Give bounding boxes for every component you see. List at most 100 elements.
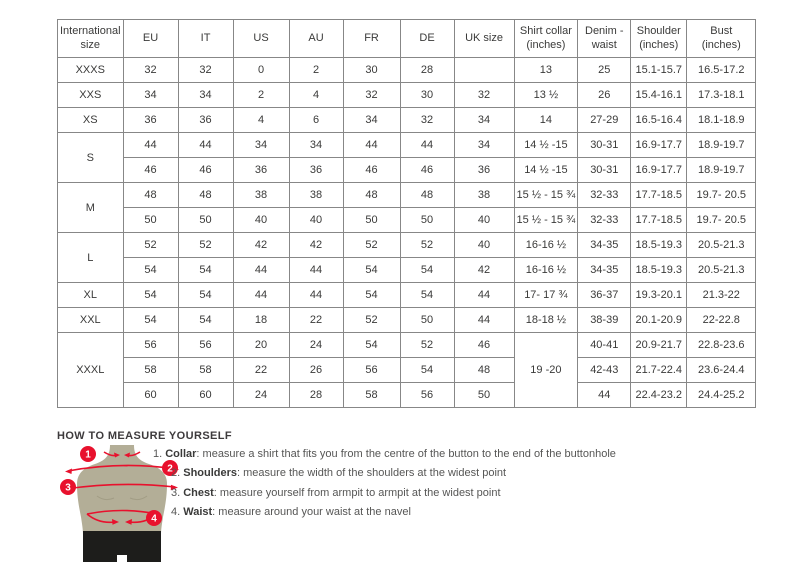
table-row: 60 60 24 28 58 56 50 44 22.4-23.2 24.4-25.2 — [58, 382, 757, 408]
column-header: Denim - waist — [577, 19, 632, 58]
size-value-cell: 52 — [177, 232, 234, 258]
size-value-cell: 0 — [232, 57, 290, 83]
collar-measure-arrowheads — [114, 452, 130, 458]
size-value-cell: 54 — [342, 282, 401, 308]
size-value-cell: 60 — [122, 382, 179, 408]
size-value-cell: 44 — [453, 282, 515, 308]
size-value-cell: 54 — [177, 307, 234, 333]
size-value-cell: 58 — [177, 357, 234, 383]
size-value-cell: 46 — [453, 332, 515, 358]
size-value-cell: 44 — [288, 282, 344, 308]
table-row: XS 36 36 4 6 34 32 34 14 27-29 16.5-16.4 18.1-18.9 — [57, 107, 757, 133]
size-value-cell: 44 — [577, 382, 632, 408]
svg-text:4: 4 — [151, 514, 157, 525]
measure-step: 2. Shoulders: measure the width of the s… — [171, 464, 728, 483]
column-header: Shirt collar (inches) — [513, 19, 579, 58]
svg-text:2: 2 — [167, 464, 173, 475]
size-value-cell: 22 — [232, 357, 290, 383]
size-value-cell: 32 — [122, 57, 179, 83]
mannequin-illustration: 1 2 3 4 — [60, 445, 179, 562]
size-value-cell: 44 — [288, 257, 344, 283]
column-header: UK size — [453, 19, 515, 58]
size-value-cell: 48 — [342, 182, 401, 208]
size-value-cell: 40 — [453, 232, 515, 258]
step-1-badge: 1 — [80, 446, 96, 462]
size-value-cell: 14 ½ -15 — [513, 157, 579, 183]
size-value-cell: 54 — [399, 357, 455, 383]
table-row: 58 58 22 26 56 54 48 42-43 21.7-22.4 23.6-24.4 — [58, 357, 757, 383]
size-value-cell: 52 — [399, 232, 455, 258]
size-value-cell: 48 — [453, 357, 515, 383]
size-value-cell: 50 — [399, 307, 455, 333]
size-value-cell: 20 — [232, 332, 290, 358]
size-value-cell: 34 — [342, 107, 401, 133]
size-value-cell: 38 — [232, 182, 290, 208]
size-value-cell: 30 — [342, 57, 401, 83]
size-value-cell: 34 — [232, 132, 290, 158]
step-4-badge: 4 — [146, 510, 162, 526]
mannequin-shorts — [83, 531, 161, 562]
size-value-cell: 32 — [399, 107, 455, 133]
size-value-cell: 34 — [453, 132, 515, 158]
size-value-cell: 19.3-20.1 — [630, 282, 688, 308]
size-value-cell: 17.7-18.5 — [630, 182, 688, 208]
chest-measure-line — [64, 483, 176, 490]
size-value-cell: 32 — [342, 82, 401, 108]
size-value-cell: 44 — [122, 132, 179, 158]
size-label-cell: XL — [57, 282, 124, 308]
size-value-cell: 30 — [399, 82, 455, 108]
size-value-cell: 6 — [288, 107, 344, 133]
size-value-cell: 24 — [232, 382, 290, 408]
svg-text:1: 1 — [85, 450, 91, 461]
size-value-cell: 17- 17 ¾ — [513, 282, 579, 308]
size-value-cell: 40 — [453, 207, 515, 233]
size-value-cell: 54 — [122, 257, 179, 283]
size-value-cell: 15 ½ - 15 ¾ — [513, 207, 579, 233]
size-value-cell: 30-31 — [577, 132, 632, 158]
size-label-cell: S — [57, 132, 124, 183]
column-header: AU — [288, 19, 344, 58]
size-value-cell: 18 — [232, 307, 290, 333]
measure-heading: HOW TO MEASURE YOURSELF — [57, 430, 233, 442]
size-value-cell: 54 — [399, 282, 455, 308]
size-value-cell: 13 ½ — [513, 82, 579, 108]
measure-step: 4. Waist: measure around your waist at t… — [171, 503, 728, 522]
column-header: US — [232, 19, 290, 58]
step-label: Collar — [165, 448, 197, 460]
size-value-cell: 28 — [399, 57, 455, 83]
size-value-cell: 54 — [177, 257, 234, 283]
size-value-cell: 16.9-17.7 — [630, 157, 688, 183]
size-value-cell: 16-16 ½ — [513, 232, 579, 258]
table-row: S 44 44 34 34 44 44 34 14 ½ -15 30-31 16.9-17.7 18.… — [57, 132, 757, 183]
step-text: : measure the width of the shoulders at … — [237, 467, 507, 480]
size-value-cell: 44 — [342, 132, 401, 158]
step-label: Waist — [183, 506, 213, 519]
size-value-cell: 21.3-22 — [686, 282, 757, 308]
size-value-cell: 52 — [399, 332, 455, 358]
size-value-cell: 14 ½ -15 — [513, 132, 579, 158]
column-header: Bust (inches) — [686, 19, 757, 58]
mannequin-chest-lines — [96, 495, 148, 501]
size-label-cell: XXXL — [57, 332, 124, 408]
size-value-cell: 34 — [453, 107, 515, 133]
size-value-cell: 25 — [577, 57, 632, 83]
measure-step: 3. Chest: measure yourself from armpit t… — [171, 484, 728, 503]
size-value-cell: 60 — [177, 382, 234, 408]
size-value-cell: 18.9-19.7 — [686, 157, 757, 183]
size-value-cell: 24.4-25.2 — [686, 382, 757, 408]
size-value-cell: 28 — [288, 382, 344, 408]
size-value-cell: 34 — [122, 82, 179, 108]
svg-text:3: 3 — [65, 483, 71, 494]
size-value-cell: 26 — [577, 82, 632, 108]
size-value-cell: 52 — [342, 307, 401, 333]
size-value-cell: 56 — [342, 357, 401, 383]
size-value-cell: 19.7- 20.5 — [686, 182, 757, 208]
size-value-cell: 16.9-17.7 — [630, 132, 688, 158]
size-value-cell: 44 — [177, 132, 234, 158]
size-value-cell: 50 — [122, 207, 179, 233]
size-value-cell: 32-33 — [577, 207, 632, 233]
step-2-badge: 2 — [162, 460, 178, 476]
size-value-cell: 16-16 ½ — [513, 257, 579, 283]
column-header: DE — [399, 19, 455, 58]
size-value-cell: 52 — [342, 232, 401, 258]
